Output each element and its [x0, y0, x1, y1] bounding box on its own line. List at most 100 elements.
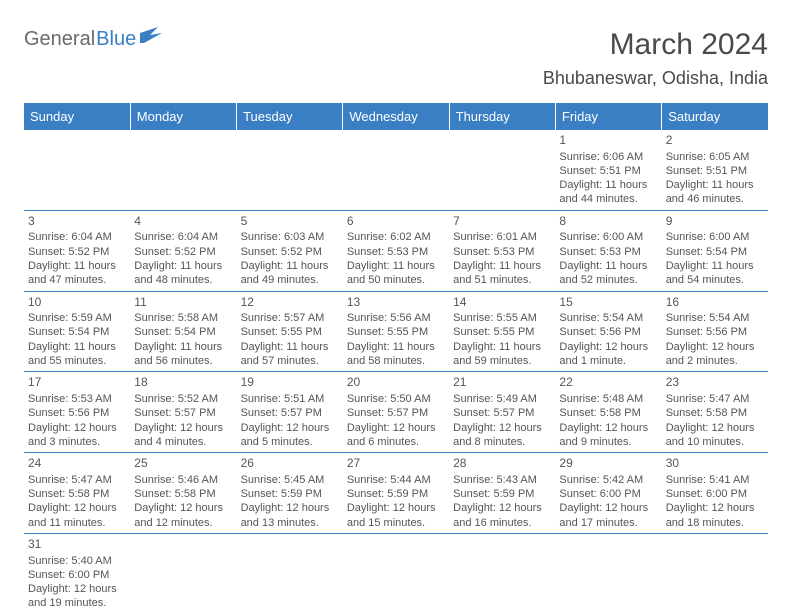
location-subtitle: Bhubaneswar, Odisha, India — [543, 68, 768, 89]
day-header: Tuesday — [237, 103, 343, 130]
daylight-text: Daylight: 12 hours — [28, 501, 126, 515]
daylight-text: Daylight: 11 hours — [559, 178, 657, 192]
sunrise-text: Sunrise: 5:43 AM — [453, 473, 551, 487]
sunrise-text: Sunrise: 5:49 AM — [453, 392, 551, 406]
sunrise-text: Sunrise: 5:45 AM — [241, 473, 339, 487]
calendar-cell — [343, 130, 449, 210]
calendar-cell: 19Sunrise: 5:51 AMSunset: 5:57 PMDayligh… — [237, 372, 343, 453]
daylight-text: Daylight: 11 hours — [28, 259, 126, 273]
calendar-cell: 16Sunrise: 5:54 AMSunset: 5:56 PMDayligh… — [662, 291, 768, 372]
sunset-text: Sunset: 5:54 PM — [666, 245, 764, 259]
daylight-text: Daylight: 11 hours — [347, 259, 445, 273]
header-bar: General Blue March 2024 Bhubaneswar, Odi… — [24, 28, 768, 89]
day-number: 15 — [559, 295, 657, 311]
logo-text-blue: Blue — [96, 28, 136, 51]
logo: General Blue — [24, 28, 162, 51]
calendar-row: 1Sunrise: 6:06 AMSunset: 5:51 PMDaylight… — [24, 130, 768, 210]
day-number: 31 — [28, 537, 126, 553]
sunrise-text: Sunrise: 6:01 AM — [453, 230, 551, 244]
day-number: 11 — [134, 295, 232, 311]
sunrise-text: Sunrise: 5:48 AM — [559, 392, 657, 406]
calendar-cell — [449, 533, 555, 613]
daylight-text: and 17 minutes. — [559, 516, 657, 530]
sunrise-text: Sunrise: 5:54 AM — [559, 311, 657, 325]
calendar-cell: 6Sunrise: 6:02 AMSunset: 5:53 PMDaylight… — [343, 210, 449, 291]
daylight-text: and 13 minutes. — [241, 516, 339, 530]
daylight-text: and 48 minutes. — [134, 273, 232, 287]
calendar-cell: 10Sunrise: 5:59 AMSunset: 5:54 PMDayligh… — [24, 291, 130, 372]
calendar-cell: 7Sunrise: 6:01 AMSunset: 5:53 PMDaylight… — [449, 210, 555, 291]
day-number: 18 — [134, 375, 232, 391]
sunset-text: Sunset: 5:59 PM — [241, 487, 339, 501]
sunset-text: Sunset: 5:53 PM — [347, 245, 445, 259]
daylight-text: Daylight: 11 hours — [28, 340, 126, 354]
daylight-text: Daylight: 11 hours — [666, 178, 764, 192]
sunset-text: Sunset: 5:58 PM — [666, 406, 764, 420]
sunset-text: Sunset: 5:56 PM — [28, 406, 126, 420]
sunrise-text: Sunrise: 5:53 AM — [28, 392, 126, 406]
daylight-text: Daylight: 12 hours — [347, 501, 445, 515]
daylight-text: Daylight: 12 hours — [347, 421, 445, 435]
calendar-cell: 2Sunrise: 6:05 AMSunset: 5:51 PMDaylight… — [662, 130, 768, 210]
daylight-text: Daylight: 12 hours — [666, 421, 764, 435]
daylight-text: Daylight: 12 hours — [28, 582, 126, 596]
sunset-text: Sunset: 5:57 PM — [347, 406, 445, 420]
sunrise-text: Sunrise: 5:46 AM — [134, 473, 232, 487]
calendar-cell: 20Sunrise: 5:50 AMSunset: 5:57 PMDayligh… — [343, 372, 449, 453]
daylight-text: and 11 minutes. — [28, 516, 126, 530]
calendar-cell: 22Sunrise: 5:48 AMSunset: 5:58 PMDayligh… — [555, 372, 661, 453]
calendar-cell — [237, 130, 343, 210]
sunrise-text: Sunrise: 5:40 AM — [28, 554, 126, 568]
sunset-text: Sunset: 5:57 PM — [453, 406, 551, 420]
day-number: 29 — [559, 456, 657, 472]
calendar-row: 24Sunrise: 5:47 AMSunset: 5:58 PMDayligh… — [24, 453, 768, 534]
calendar-cell: 9Sunrise: 6:00 AMSunset: 5:54 PMDaylight… — [662, 210, 768, 291]
daylight-text: Daylight: 12 hours — [241, 501, 339, 515]
sunrise-text: Sunrise: 5:51 AM — [241, 392, 339, 406]
daylight-text: Daylight: 12 hours — [28, 421, 126, 435]
daylight-text: Daylight: 12 hours — [559, 501, 657, 515]
calendar-cell: 1Sunrise: 6:06 AMSunset: 5:51 PMDaylight… — [555, 130, 661, 210]
calendar-cell: 3Sunrise: 6:04 AMSunset: 5:52 PMDaylight… — [24, 210, 130, 291]
day-number: 24 — [28, 456, 126, 472]
sunrise-text: Sunrise: 5:56 AM — [347, 311, 445, 325]
daylight-text: Daylight: 11 hours — [453, 340, 551, 354]
daylight-text: and 46 minutes. — [666, 192, 764, 206]
daylight-text: Daylight: 12 hours — [453, 501, 551, 515]
day-header-row: Sunday Monday Tuesday Wednesday Thursday… — [24, 103, 768, 130]
calendar-cell: 27Sunrise: 5:44 AMSunset: 5:59 PMDayligh… — [343, 453, 449, 534]
sunset-text: Sunset: 5:51 PM — [666, 164, 764, 178]
daylight-text: and 56 minutes. — [134, 354, 232, 368]
daylight-text: and 47 minutes. — [28, 273, 126, 287]
sunrise-text: Sunrise: 5:47 AM — [28, 473, 126, 487]
day-header: Wednesday — [343, 103, 449, 130]
daylight-text: and 5 minutes. — [241, 435, 339, 449]
calendar-table: Sunday Monday Tuesday Wednesday Thursday… — [24, 103, 768, 614]
sunset-text: Sunset: 5:55 PM — [241, 325, 339, 339]
calendar-cell — [343, 533, 449, 613]
day-number: 28 — [453, 456, 551, 472]
day-header: Monday — [130, 103, 236, 130]
sunset-text: Sunset: 5:54 PM — [134, 325, 232, 339]
day-number: 4 — [134, 214, 232, 230]
sunset-text: Sunset: 6:00 PM — [28, 568, 126, 582]
sunset-text: Sunset: 5:57 PM — [241, 406, 339, 420]
calendar-cell: 29Sunrise: 5:42 AMSunset: 6:00 PMDayligh… — [555, 453, 661, 534]
calendar-cell: 23Sunrise: 5:47 AMSunset: 5:58 PMDayligh… — [662, 372, 768, 453]
calendar-cell: 8Sunrise: 6:00 AMSunset: 5:53 PMDaylight… — [555, 210, 661, 291]
daylight-text: Daylight: 11 hours — [134, 340, 232, 354]
day-number: 3 — [28, 214, 126, 230]
calendar-cell: 24Sunrise: 5:47 AMSunset: 5:58 PMDayligh… — [24, 453, 130, 534]
day-number: 13 — [347, 295, 445, 311]
calendar-cell: 14Sunrise: 5:55 AMSunset: 5:55 PMDayligh… — [449, 291, 555, 372]
daylight-text: and 59 minutes. — [453, 354, 551, 368]
sunset-text: Sunset: 6:00 PM — [559, 487, 657, 501]
daylight-text: and 44 minutes. — [559, 192, 657, 206]
calendar-row: 17Sunrise: 5:53 AMSunset: 5:56 PMDayligh… — [24, 372, 768, 453]
day-header: Friday — [555, 103, 661, 130]
day-number: 26 — [241, 456, 339, 472]
calendar-cell: 12Sunrise: 5:57 AMSunset: 5:55 PMDayligh… — [237, 291, 343, 372]
day-number: 30 — [666, 456, 764, 472]
daylight-text: and 58 minutes. — [347, 354, 445, 368]
daylight-text: and 12 minutes. — [134, 516, 232, 530]
